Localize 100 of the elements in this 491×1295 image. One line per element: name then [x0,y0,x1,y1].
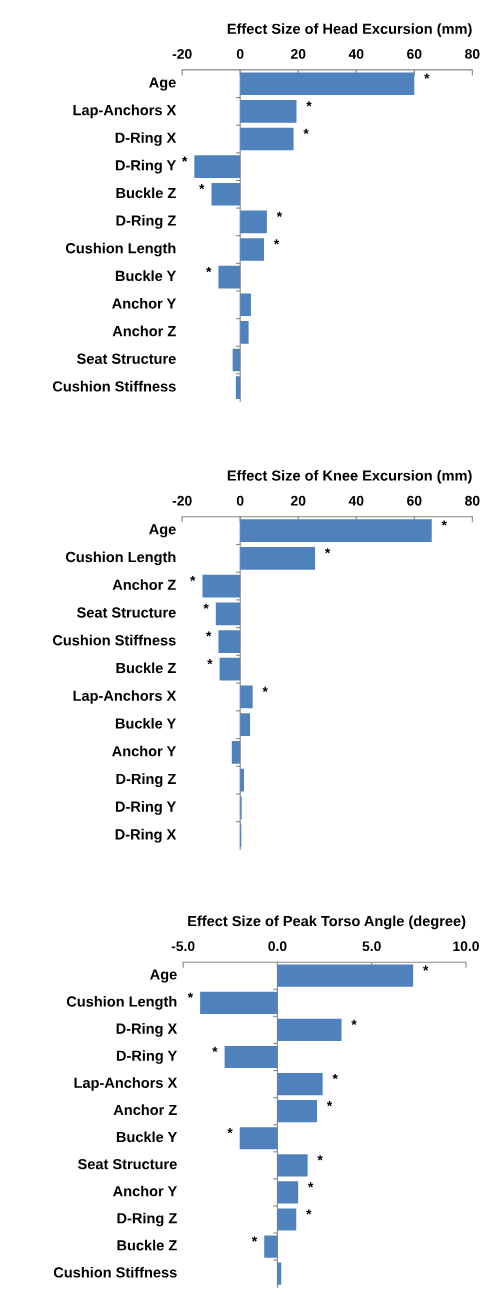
annotation: * [190,575,196,582]
y-tick-label: Lap-Anchors X [73,690,177,704]
y-tick-label: Cushion Length [65,551,176,566]
y-tick-label: Cushion Stiffness [52,634,176,646]
bar [218,630,241,653]
bar [277,1018,342,1042]
chart-title: Effect Size of Knee Excursion (mm) [227,470,472,484]
annotation: * [303,128,309,135]
y-tick-label: Anchor Y [112,297,177,309]
y-tick-label: D-Ring Y [115,801,177,815]
annotation: * [199,184,205,190]
bar [202,574,241,598]
annotation: * [324,548,331,554]
bar [194,155,241,178]
bar [240,713,251,737]
bar [231,741,241,764]
x-tick-label: -20 [172,495,192,506]
y-tick-label: Cushion Stiffness [52,380,176,392]
annotation: * [306,1209,312,1215]
bar [232,348,241,372]
bar [235,376,241,399]
y-tick-label: Age [149,77,176,91]
x-tick-label: 0 [236,495,244,506]
x-tick-label: 20 [290,49,306,59]
annotation: * [424,73,430,79]
x-tick-label: 80 [465,49,480,59]
x-tick-label: 40 [348,495,364,506]
bar [240,210,267,234]
y-tick-label: D-Ring Y [116,1050,178,1064]
annotation: * [187,992,194,998]
bar [240,546,316,570]
y-tick-label: D-Ring Z [116,215,176,229]
y-tick-label: Buckle Y [115,717,177,729]
bar [277,1154,308,1177]
bar [240,100,297,123]
y-tick-label: D-Ring X [115,132,177,146]
y-tick-label: Age [149,524,176,538]
bar [200,991,278,1014]
y-tick-label: Buckle Y [116,1131,178,1143]
y-tick-label: Anchor Y [113,1185,178,1197]
y-tick-label: Anchor Z [113,1104,177,1116]
annotation: * [206,631,212,637]
y-tick-label: D-Ring X [116,1023,178,1037]
bar [277,1262,282,1285]
y-tick-label: Cushion Length [65,242,176,257]
bar [239,1127,278,1150]
bar [218,265,241,289]
bar [240,768,244,792]
x-tick-label: 60 [407,495,422,506]
x-tick-label: 10.0 [453,941,479,952]
annotation: * [306,101,312,107]
y-tick-label: D-Ring Z [117,1212,177,1227]
annotation: * [276,211,283,217]
bar [277,964,414,987]
y-tick-label: Buckle Z [117,1239,177,1251]
y-tick-label: Anchor Z [112,325,176,337]
x-tick-label: -5.0 [171,941,195,952]
annotation: * [441,520,447,526]
annotation: * [273,239,280,245]
annotation: * [262,686,268,693]
y-tick-label: Buckle Y [115,270,177,282]
annotation: * [207,659,213,665]
annotation: * [332,1073,338,1080]
y-tick-label: Seat Structure [77,607,176,618]
annotation: * [181,156,188,162]
x-tick-label: 60 [407,49,422,59]
x-tick-label: 40 [348,49,364,59]
annotation: * [227,1128,233,1134]
y-tick-label: Cushion Stiffness [53,1266,177,1278]
y-tick-label: Seat Structure [77,1158,177,1170]
y-tick-label: Anchor Y [112,745,177,757]
annotation: * [351,1019,357,1025]
bar [240,321,249,344]
annotation: * [251,1236,258,1242]
y-tick-label: Lap-Anchors X [74,1077,178,1091]
bar [264,1235,278,1258]
x-tick-label: 5.0 [362,941,381,952]
y-tick-label: Seat Structure [77,353,176,364]
bar [211,182,241,206]
bar [219,657,241,681]
annotation: * [203,603,209,609]
annotation: * [206,267,212,273]
bar [240,72,415,96]
bar [240,685,253,709]
y-tick-label: Anchor Z [112,579,176,590]
y-tick-label: Cushion Length [66,995,177,1010]
x-tick-label: 0.0 [268,941,287,952]
annotation: * [423,965,429,971]
bar [277,1208,297,1231]
bar [240,519,432,542]
x-tick-label: 20 [290,495,306,506]
bar [277,1100,318,1123]
bar [224,1045,278,1069]
y-tick-label: D-Ring Z [116,773,176,788]
y-tick-label: Buckle Z [116,662,176,674]
x-tick-label: 0 [236,49,244,59]
bar [240,293,251,317]
y-tick-label: Buckle Z [116,187,176,199]
chart-title: Effect Size of Head Excursion (mm) [227,23,472,37]
bar [240,127,294,151]
